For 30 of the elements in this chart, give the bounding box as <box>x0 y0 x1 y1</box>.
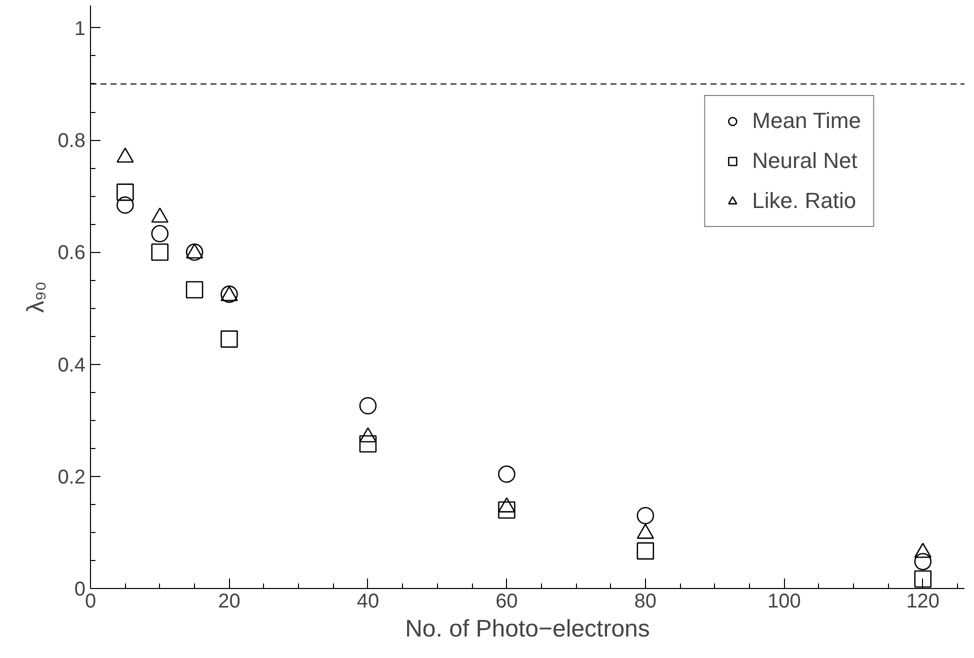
x-tick-label: 60 <box>496 590 518 612</box>
point <box>636 506 654 524</box>
point <box>220 330 238 348</box>
x-tick-label: 80 <box>634 590 657 612</box>
point <box>914 570 932 588</box>
y-tick-label: 0.4 <box>58 354 86 376</box>
legend-label: Like. Ratio <box>752 188 856 214</box>
point <box>914 552 932 570</box>
point <box>116 196 134 214</box>
x-tick-label: 20 <box>218 590 240 612</box>
y-axis-title: λ₉₀ <box>22 281 50 313</box>
x-tick-label: 100 <box>767 590 801 612</box>
y-tick-label: 0.6 <box>58 242 86 264</box>
point <box>186 281 204 298</box>
y-tick-label: 1 <box>74 18 86 40</box>
x-tick-label: 120 <box>906 590 940 612</box>
point <box>151 244 169 261</box>
legend-label: Neural Net <box>752 148 858 174</box>
x-tick-label: 40 <box>356 590 380 612</box>
point <box>116 184 134 201</box>
legend-label: Mean Time <box>752 108 861 134</box>
y-tick-label: 0.8 <box>58 130 86 152</box>
y-tick-label: 0.2 <box>58 466 86 488</box>
x-axis-title: No. of Photo−electrons <box>405 616 650 642</box>
point <box>498 466 516 483</box>
point <box>359 397 377 414</box>
point <box>498 501 516 519</box>
point <box>359 435 377 453</box>
point <box>636 542 654 560</box>
point <box>151 225 169 242</box>
